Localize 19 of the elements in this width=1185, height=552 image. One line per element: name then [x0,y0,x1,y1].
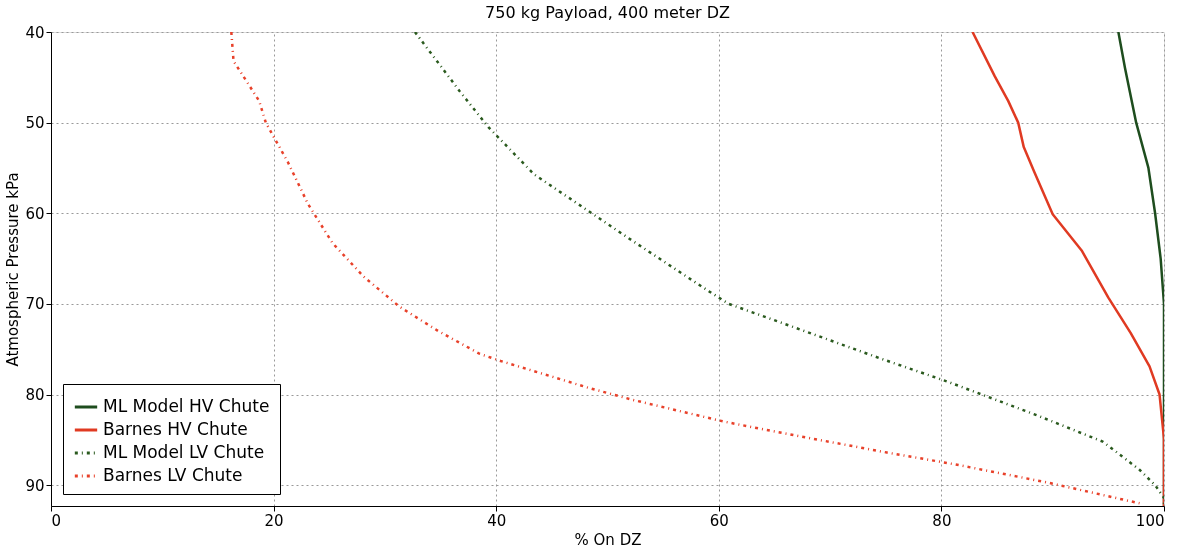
y-tick-label: 40 [25,23,45,42]
y-tick-label: 80 [25,386,45,405]
x-tick-label: 80 [932,511,952,530]
x-tick-label: 60 [709,511,729,530]
x-axis-title: % On DZ [574,530,642,549]
chart-title: 750 kg Payload, 400 meter DZ [485,3,730,22]
legend-label: Barnes HV Chute [103,419,248,439]
x-tick-label: 0 [51,511,62,530]
x-tick-label: 40 [487,511,507,530]
x-tick-label: 100 [1135,511,1165,530]
y-tick-label: 60 [25,204,45,223]
y-axis-title: Atmospheric Pressure kPa [4,172,23,367]
y-tick-label: 90 [25,476,45,495]
legend-label: ML Model HV Chute [103,396,270,416]
legend-label: ML Model LV Chute [103,442,265,462]
x-tick-label: 20 [264,511,284,530]
legend-label: Barnes LV Chute [103,465,243,485]
y-tick-label: 70 [25,295,45,314]
y-tick-label: 50 [25,114,45,133]
